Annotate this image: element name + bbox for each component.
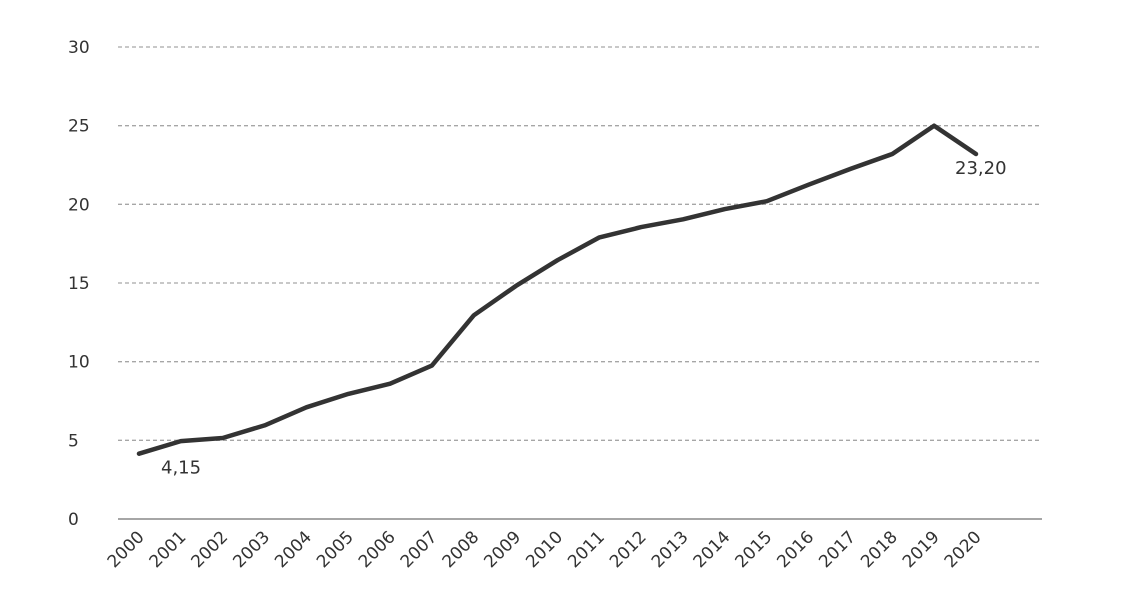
gridlines <box>118 46 1042 441</box>
x-tick-label: 2014 <box>690 527 735 572</box>
data-labels: 4,15 23,20 <box>161 158 1007 479</box>
x-tick-label: 2010 <box>522 527 567 572</box>
x-tick-label: 2000 <box>104 527 149 572</box>
x-tick-label: 2009 <box>480 527 525 572</box>
data-label: 4,15 <box>161 458 201 479</box>
x-tick-label: 2019 <box>899 527 944 572</box>
x-tick-label: 2007 <box>397 527 442 572</box>
x-tick-label: 2013 <box>648 527 693 572</box>
x-tick-label: 2017 <box>815 527 860 572</box>
x-tick-label: 2020 <box>941 527 986 572</box>
y-tick-label: 10 <box>68 353 90 373</box>
y-tick-label: 20 <box>68 195 90 215</box>
x-tick-label: 2011 <box>564 527 609 572</box>
series-line <box>136 123 979 456</box>
y-axis-tick-labels: 0 5 10 15 20 25 30 <box>68 38 90 530</box>
x-tick-label: 2012 <box>606 527 651 572</box>
y-tick-label: 0 <box>68 510 79 530</box>
y-tick-label: 25 <box>68 117 90 137</box>
x-tick-label: 2006 <box>355 527 400 572</box>
x-axis-tick-labels: 2000200120022003200420052006200720082009… <box>104 527 986 572</box>
x-tick-label: 2008 <box>439 527 484 572</box>
x-tick-label: 2018 <box>857 527 902 572</box>
y-tick-label: 30 <box>68 38 90 58</box>
x-tick-label: 2005 <box>313 527 358 572</box>
x-tick-label: 2003 <box>229 527 274 572</box>
y-tick-label: 5 <box>68 431 79 451</box>
x-tick-label: 2004 <box>271 527 316 572</box>
x-tick-label: 2015 <box>732 527 777 572</box>
x-tick-label: 2001 <box>146 527 191 572</box>
x-tick-label: 2016 <box>773 527 818 572</box>
x-tick-label: 2002 <box>187 527 232 572</box>
data-label: 23,20 <box>955 158 1007 179</box>
y-tick-label: 15 <box>68 274 90 294</box>
